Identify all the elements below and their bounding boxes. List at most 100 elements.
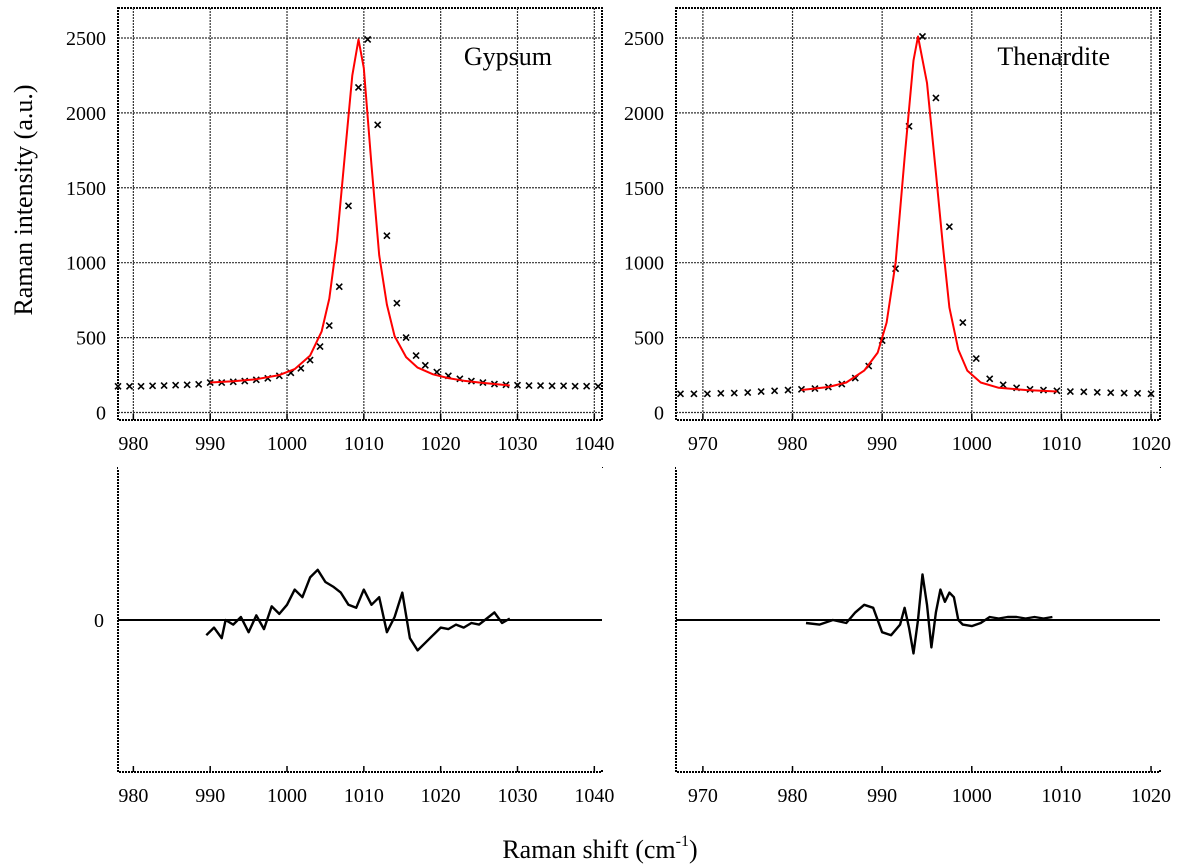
data-point-marker	[932, 94, 940, 102]
panel-frame	[675, 7, 1161, 421]
data-point-marker	[771, 387, 779, 395]
x-tick-label: 990	[867, 785, 897, 807]
data-point-marker	[676, 390, 685, 398]
data-point-marker	[1066, 387, 1074, 396]
panel-bottom-left: 980 990 1000 1010 1020 1030 1040 0	[94, 466, 614, 807]
data-point-marker	[560, 382, 568, 390]
data-point-marker	[316, 343, 324, 351]
data-point-marker	[149, 382, 157, 390]
x-axis-label-text: Raman shift (cm	[502, 835, 675, 864]
data-point-marker	[383, 232, 391, 240]
data-point-marker	[1093, 388, 1101, 396]
panel-bottom-right: 970 980 990 1000 1010 1020	[675, 466, 1171, 807]
data-point-marker	[536, 381, 545, 390]
data-point-marker	[364, 35, 372, 44]
data-point-marker	[918, 32, 927, 41]
x-tick-label: 1040	[574, 433, 614, 455]
y-tick-label: 0	[96, 403, 106, 425]
y-axis-label: Raman intensity (a.u.)	[9, 84, 38, 315]
data-point-marker	[1134, 389, 1142, 397]
data-point-marker	[160, 381, 168, 390]
data-point-marker	[986, 375, 994, 383]
panel-top-left: 980 990 1000 1010 1020 1030 1040 0 500 1000 1500 20…	[66, 7, 614, 455]
data-point-marker	[335, 283, 343, 291]
x-axis-label-close: )	[689, 835, 698, 864]
data-point-marker	[344, 202, 353, 210]
fit-curve	[210, 38, 510, 387]
x-tick-label: 970	[688, 785, 718, 807]
y-tick-label: 0	[94, 610, 104, 632]
x-tick-label: 980	[778, 433, 808, 455]
residual-line	[205, 568, 511, 652]
data-point-marker	[114, 382, 122, 390]
data-point-marker	[703, 390, 711, 398]
data-point-marker	[421, 361, 429, 369]
data-point-marker	[945, 223, 953, 231]
data-point-marker	[525, 381, 533, 390]
data-point-marker	[571, 382, 579, 390]
x-tick-label: 1020	[1131, 785, 1171, 807]
x-tick-label: 1000	[952, 433, 992, 455]
x-tick-label: 1010	[1041, 433, 1081, 455]
y-tick-label: 1000	[624, 253, 664, 275]
data-point-marker	[206, 378, 214, 387]
chart-panels: 980 990 1000 1010 1020 1030 1040 0 500 1000 1500 20…	[66, 7, 1171, 807]
y-tick-label: 0	[654, 403, 664, 425]
data-point-marker	[412, 352, 420, 360]
data-point-marker	[1120, 389, 1128, 397]
panel-label: Gypsum	[464, 42, 552, 71]
y-tick-label: 2500	[66, 28, 106, 50]
data-point-marker	[1080, 388, 1088, 396]
y-tick-label: 2000	[624, 103, 664, 125]
data-point-marker	[972, 355, 980, 363]
data-point-marker	[1107, 389, 1115, 397]
panel-label: Thenardite	[997, 42, 1110, 71]
x-tick-label: 990	[195, 785, 225, 807]
panel-top-right: 970 980 990 1000 1010 1020 0 500 1000 1500 2000 250…	[624, 7, 1171, 455]
y-tick-label: 2000	[66, 103, 106, 125]
data-point-marker	[959, 319, 967, 327]
data-point-marker	[325, 322, 333, 330]
data-point-marker	[513, 381, 522, 389]
x-tick-label: 1010	[1041, 785, 1081, 807]
data-point-marker	[757, 387, 765, 396]
x-tick-label: 990	[867, 433, 897, 455]
x-tick-label: 1010	[344, 433, 384, 455]
data-point-marker	[393, 299, 401, 307]
x-tick-label: 1000	[267, 433, 307, 455]
data-point-marker	[784, 386, 792, 394]
data-point-marker	[594, 382, 602, 390]
data-point-marker	[1147, 390, 1155, 398]
y-tick-label: 2500	[624, 28, 664, 50]
x-tick-label: 1020	[421, 785, 461, 807]
fit-curve	[801, 35, 1057, 393]
data-point-marker	[999, 381, 1007, 389]
residual-line	[805, 573, 1053, 655]
data-point-marker	[402, 334, 410, 342]
x-tick-label: 990	[195, 433, 225, 455]
data-point-marker	[744, 389, 752, 397]
x-tick-label: 1000	[267, 785, 307, 807]
x-tick-label: 1030	[497, 433, 537, 455]
x-tick-label: 1020	[421, 433, 461, 455]
x-tick-label: 980	[118, 433, 148, 455]
x-tick-label: 1040	[574, 785, 614, 807]
panel-frame	[117, 7, 603, 421]
y-tick-label: 1000	[66, 253, 106, 275]
x-tick-label: 970	[688, 433, 718, 455]
data-point-marker	[548, 382, 556, 390]
data-point-marker	[717, 389, 725, 397]
data-point-marker	[730, 389, 738, 397]
data-point-marker	[172, 381, 180, 389]
x-tick-label: 1030	[497, 785, 537, 807]
y-tick-label: 500	[634, 328, 664, 350]
data-point-marker	[690, 390, 698, 398]
x-tick-label: 980	[778, 785, 808, 807]
data-point-marker	[137, 382, 145, 390]
y-tick-label: 500	[76, 328, 106, 350]
data-point-marker	[125, 382, 134, 390]
data-point-marker	[354, 83, 363, 91]
x-axis-label: Raman shift (cm-1)	[502, 833, 697, 864]
y-tick-label: 1500	[624, 178, 664, 200]
